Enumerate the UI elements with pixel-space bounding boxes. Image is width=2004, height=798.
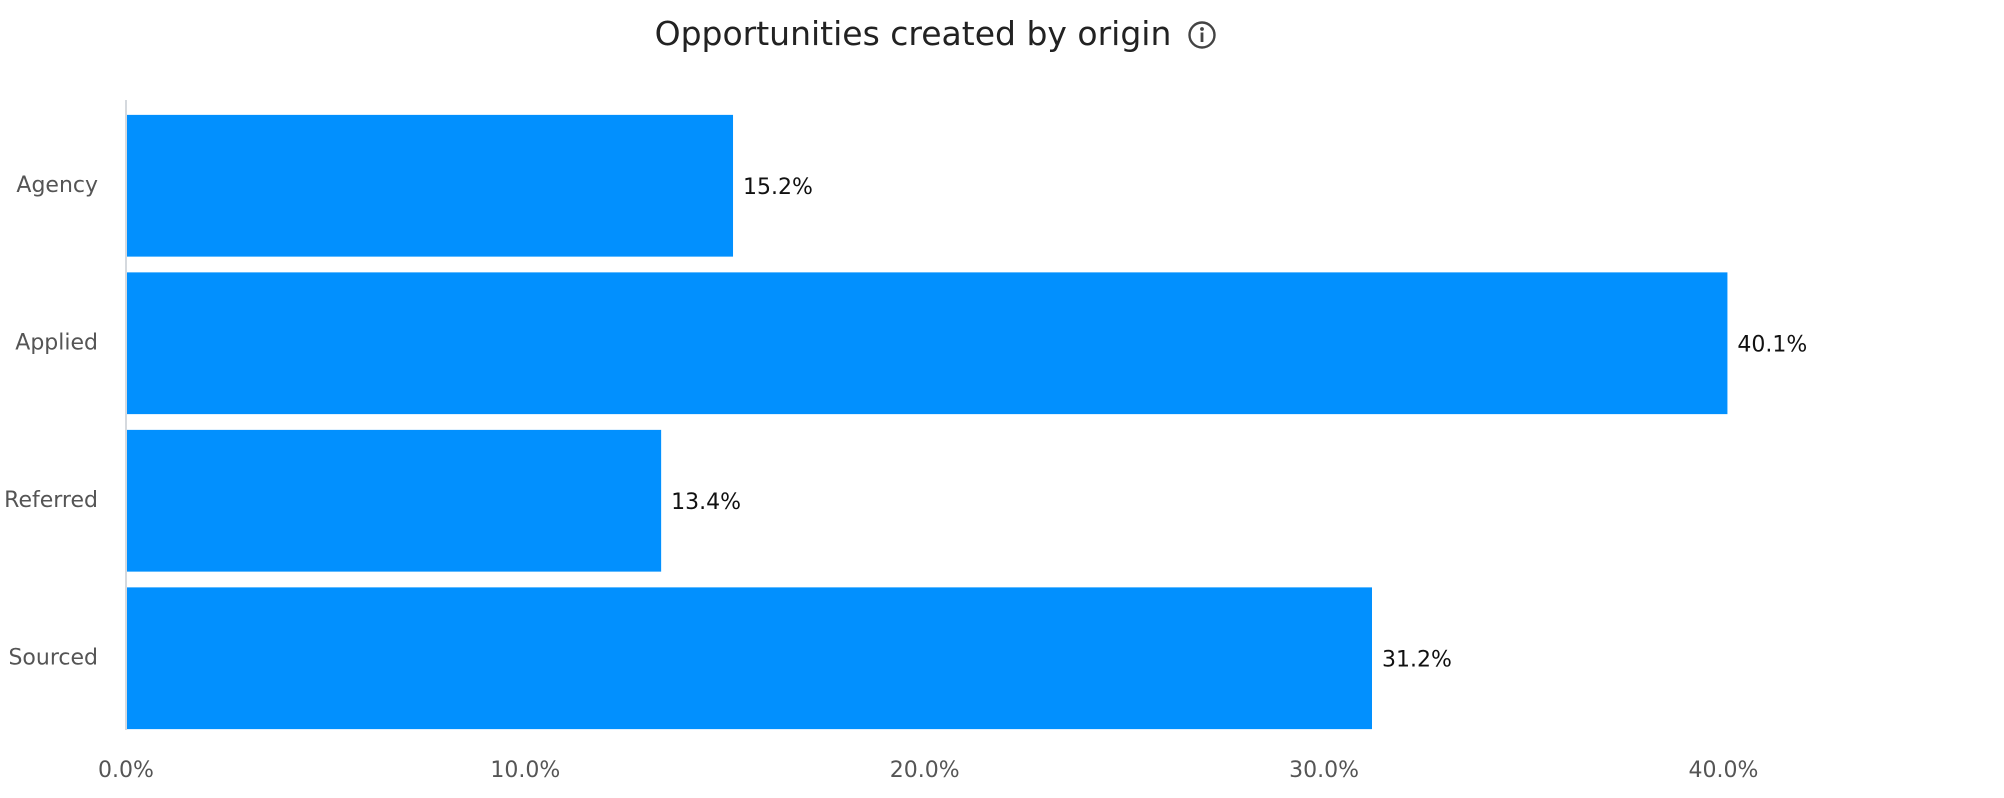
x-tick-label: 40.0% xyxy=(1688,758,1758,783)
x-tick-label: 20.0% xyxy=(890,758,960,783)
bar-agency xyxy=(127,114,734,257)
y-tick-label: Referred xyxy=(4,488,98,513)
bar-sourced xyxy=(127,587,1372,730)
info-icon[interactable] xyxy=(1187,19,1217,58)
x-tick-label: 10.0% xyxy=(490,758,560,783)
chart-title: Opportunities created by origin xyxy=(654,14,1172,53)
y-tick-label: Sourced xyxy=(8,645,98,670)
y-tick-label: Agency xyxy=(16,173,98,198)
y-tick-label: Applied xyxy=(15,330,98,355)
data-label: 13.4% xyxy=(671,490,741,515)
x-tick-label: 0.0% xyxy=(98,758,154,783)
data-label: 15.2% xyxy=(743,175,813,200)
bar-referred xyxy=(127,429,662,572)
bar-applied xyxy=(127,272,1728,415)
x-tick-label: 30.0% xyxy=(1289,758,1359,783)
chart-title-wrap: Opportunities created by origin xyxy=(0,14,1872,58)
data-label: 40.1% xyxy=(1737,332,1807,357)
data-label: 31.2% xyxy=(1382,647,1452,672)
